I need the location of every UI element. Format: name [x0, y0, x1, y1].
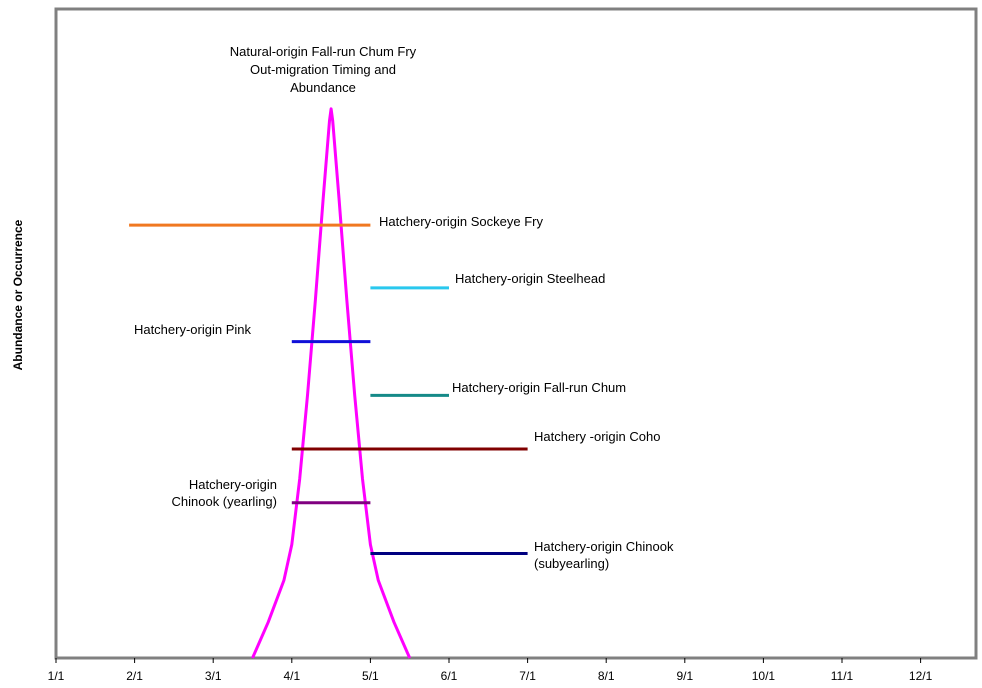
x-tick-label: 12/1: [909, 669, 933, 683]
x-tick-label: 1/1: [48, 669, 65, 683]
series-label-sockeye-fry: Hatchery-origin Sockeye Fry: [379, 214, 543, 229]
x-tick-label: 9/1: [676, 669, 693, 683]
curve-label-line: Natural-origin Fall-run Chum Fry: [230, 44, 417, 59]
x-tick-label: 6/1: [441, 669, 458, 683]
x-tick-label: 8/1: [598, 669, 615, 683]
x-tick-label: 11/1: [831, 669, 854, 683]
series-label-chinook-yearling: Chinook (yearling): [172, 494, 278, 509]
series-label-steelhead: Hatchery-origin Steelhead: [455, 271, 605, 286]
x-tick-label: 10/1: [752, 669, 776, 683]
curve-label-line: Abundance: [290, 80, 356, 95]
x-tick-label: 3/1: [205, 669, 222, 683]
x-tick-label: 2/1: [126, 669, 143, 683]
series-label-coho: Hatchery -origin Coho: [534, 429, 660, 444]
x-tick-label: 5/1: [362, 669, 379, 683]
series-label-chinook-yearling: Hatchery-origin: [189, 477, 277, 492]
x-tick-label: 7/1: [519, 669, 536, 683]
series-label-pink: Hatchery-origin Pink: [134, 322, 252, 337]
series-label-chinook-subyearling: Hatchery-origin Chinook: [534, 539, 674, 554]
series-label-fall-run-chum: Hatchery-origin Fall-run Chum: [452, 380, 626, 395]
y-axis-label: Abundance or Occurrence: [11, 219, 25, 370]
series-label-chinook-subyearling: (subyearling): [534, 556, 609, 571]
curve-label-line: Out-migration Timing and: [250, 62, 396, 77]
x-tick-label: 4/1: [283, 669, 300, 683]
